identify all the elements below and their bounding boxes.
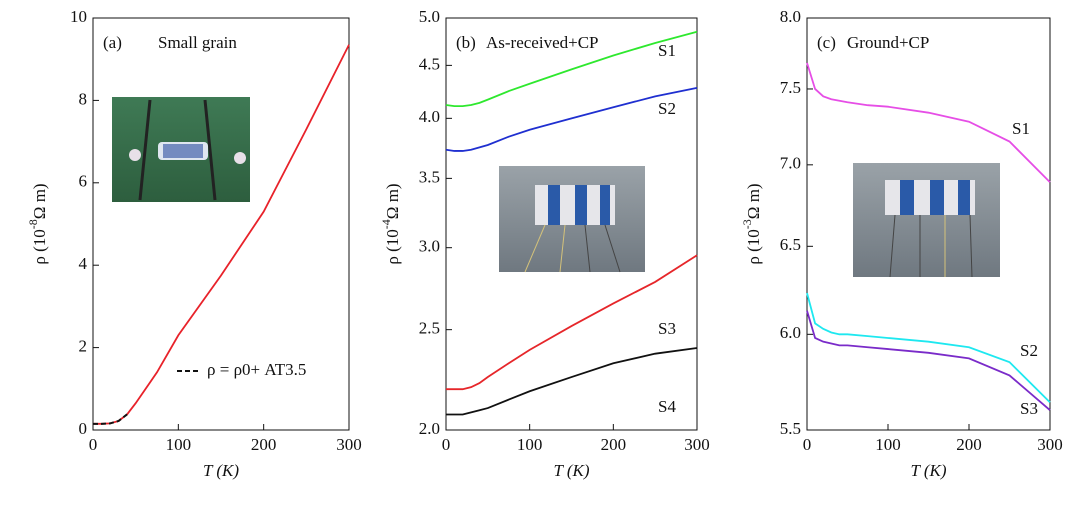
x-tick-label: 200 [251,435,277,454]
series-label: S2 [1020,341,1038,360]
series-label: S1 [1012,119,1030,138]
y-tick-label: 2.0 [419,419,440,438]
x-tick-label: 100 [166,435,192,454]
panel-label: (c) [817,33,836,52]
y-tick-label: 7.0 [780,154,801,173]
y-axis-label-unit: Ω m) [744,183,763,219]
y-axis-label-main: ρ (10 [30,229,49,264]
data-line [806,310,1051,411]
y-tick-label: 3.0 [419,237,440,256]
data-line [446,347,698,416]
panel-title: Small grain [158,33,237,52]
y-tick-label: 4.0 [419,107,440,126]
x-tick-label: 0 [803,435,812,454]
y-tick-label: 8 [79,89,88,108]
series-label: S3 [658,319,676,338]
y-axis-label-exponent: -4 [379,219,393,229]
x-tick-label: 200 [956,435,982,454]
x-tick-label: 300 [684,435,710,454]
y-tick-label: 5.0 [419,7,440,26]
panel-title: Ground+CP [847,33,929,52]
series-label: S3 [1020,399,1038,418]
panel-label: (a) [103,33,122,52]
data-line [445,87,698,152]
plot-frame [806,17,1051,431]
y-axis-label: ρ (10-8Ω m) [26,183,49,264]
x-tick-label: 0 [89,435,98,454]
y-tick-label: 0 [79,419,88,438]
x-tick-label: 300 [1037,435,1063,454]
y-tick-label: 10 [70,7,87,26]
data-line [93,413,128,425]
series-label: S1 [658,41,676,60]
plot-frame [92,17,350,431]
y-tick-label: 4.5 [419,54,440,73]
y-tick-label: 2 [79,337,88,356]
y-tick-label: 5.5 [780,419,801,438]
x-tick-label: 0 [442,435,451,454]
data-line [806,292,1051,403]
y-tick-label: 2.5 [419,319,440,338]
plot-frame [445,17,698,431]
inset-photo-a [112,97,250,202]
y-tick-label: 4 [79,254,88,273]
y-tick-label: 7.5 [780,78,801,97]
y-axis-label: ρ (10-3Ω m) [740,183,763,264]
y-tick-label: 6.5 [780,235,801,254]
y-tick-label: 6.0 [780,323,801,342]
x-tick-label: 100 [517,435,543,454]
legend-label: ρ = ρ0+ AT3.5 [207,360,306,379]
data-line [806,62,1051,183]
x-tick-label: 100 [875,435,901,454]
y-axis-label-unit: Ω m) [383,183,402,219]
series-label: S4 [658,397,676,416]
x-tick-label: 300 [336,435,362,454]
x-tick-label: 200 [601,435,627,454]
x-axis-label: T (K) [203,461,239,480]
y-axis-label-unit: Ω m) [30,183,49,219]
y-tick-label: 8.0 [780,7,801,26]
panel-title: As-received+CP [486,33,599,52]
y-axis-label-exponent: -3 [740,219,754,229]
y-axis-label: ρ (10-4Ω m) [379,183,402,264]
x-axis-label: T (K) [553,461,589,480]
x-axis-label: T (K) [910,461,946,480]
inset-photo-c [853,163,1000,278]
y-axis-label-main: ρ (10 [744,229,763,264]
series-label: S2 [658,99,676,118]
y-axis-label-main: ρ (10 [383,229,402,264]
data-line [446,254,698,391]
y-tick-label: 6 [79,172,88,191]
y-tick-label: 3.5 [419,167,440,186]
data-line [445,30,698,108]
data-line [93,44,350,425]
y-axis-label-exponent: -8 [26,219,40,229]
panel-label: (b) [456,33,476,52]
inset-photo-b [499,166,645,273]
